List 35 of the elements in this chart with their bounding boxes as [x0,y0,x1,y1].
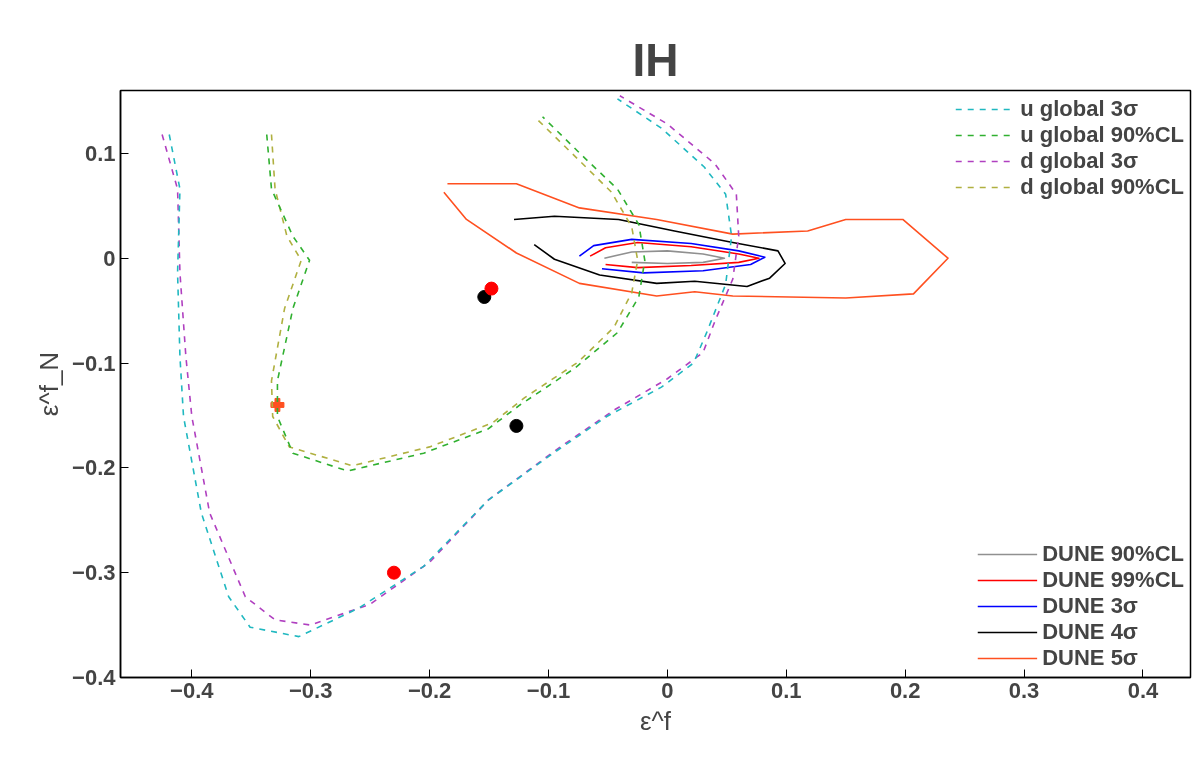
line-series [513,215,786,288]
x-tick-label: −0.2 [407,677,452,703]
point [477,290,492,304]
x-tick-label: 0.1 [770,677,802,703]
x-axis-title: ε^f [639,705,672,736]
point [386,565,401,580]
legend-label: DUNE 3σ [1042,593,1138,619]
x-tick-label: −0.4 [170,677,215,703]
legend-label: DUNE 4σ [1042,619,1138,645]
legend-label: d global 90%CL [1020,174,1184,200]
legend-label: u global 3σ [1020,96,1138,122]
x-tick-label: 0.3 [1008,677,1040,703]
y-tick-label: 0.1 [84,140,116,166]
y-tick-label: −0.1 [72,350,116,376]
legend-label: DUNE 5σ [1042,645,1138,671]
y-axis-title: ε^f_N [34,351,65,417]
line-series [578,238,766,274]
y-tick-label: −0.2 [72,455,116,481]
x-tick-label: −0.3 [289,677,333,703]
x-tick-label: 0.4 [1127,677,1159,703]
legend-label: DUNE 99%CL [1042,567,1184,593]
line-series [443,182,949,299]
x-tick-label: 0 [661,677,674,703]
legend-label: d global 3σ [1020,148,1138,174]
point [509,418,524,433]
legend-label: DUNE 90%CL [1042,541,1184,567]
line-series [589,241,760,269]
x-tick-label: 0.2 [889,677,921,703]
x-tick-label: −0.1 [526,677,571,703]
legend-label: u global 90%CL [1020,122,1184,148]
line-series [603,250,726,265]
y-tick-label: −0.3 [72,560,116,586]
point [484,281,499,296]
chart-title: IH [632,33,679,86]
y-tick-label: 0 [103,245,116,271]
